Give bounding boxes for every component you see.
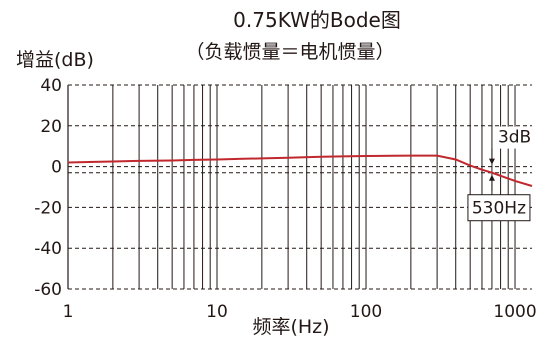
series-layer (67, 154, 533, 187)
gain-series-line (67, 154, 533, 187)
x-tick-labels: 1 10 100 1000 (63, 302, 537, 322)
x-tick-label: 1000 (493, 302, 536, 322)
y-tick-label: -40 (34, 239, 62, 259)
vertical-grid (67, 85, 516, 289)
x-axis-label: 频率(Hz) (252, 316, 329, 338)
y-tick-label: 20 (40, 117, 62, 137)
cutoff-label-box (467, 194, 531, 222)
cutoff-label: 530Hz (472, 199, 526, 219)
horizontal-grid (68, 84, 532, 290)
x-tick-label: 1 (63, 302, 74, 322)
y-tick-label: 40 (40, 76, 62, 96)
arrow-up-head (488, 174, 495, 181)
minus-3db-label-bg (495, 126, 536, 149)
y-tick-label: -60 (34, 280, 62, 300)
minus-3db-label: 3dB (498, 128, 531, 148)
y-tick-label: 0 (51, 158, 62, 178)
y-tick-labels: 40 20 0 -20 -40 -60 (34, 76, 62, 300)
y-axis-label: 增益(dB) (16, 49, 94, 71)
x-tick-label: 10 (206, 302, 228, 322)
chart-subtitle: （负载惯量＝电机惯量） (185, 41, 394, 63)
annotations: 3dB 530Hz (467, 126, 536, 222)
x-tick-label: 100 (350, 302, 382, 322)
chart-title: 0.75KW的Bode图 (233, 8, 401, 32)
arrow-down-head (488, 158, 495, 165)
y-tick-label: -20 (34, 198, 62, 218)
